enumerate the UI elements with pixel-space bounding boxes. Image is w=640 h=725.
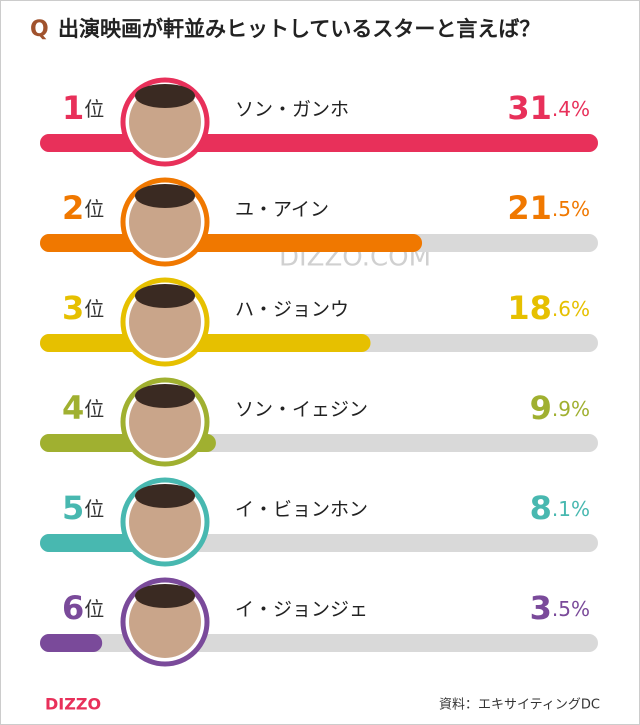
value-label: 21.5% — [507, 189, 590, 227]
name: ソン・イェジン — [235, 399, 368, 421]
photo-hair — [135, 184, 195, 208]
rank: 3位 — [62, 289, 104, 327]
logo: DIZZO — [45, 695, 101, 714]
bar — [40, 634, 103, 652]
name: ユ・アイン — [235, 199, 329, 221]
rank: 1位 — [62, 89, 104, 127]
photo-hair — [135, 484, 195, 508]
name: ソン・ガンホ — [235, 99, 349, 121]
value-label: 31.4% — [507, 89, 590, 127]
value-label: 9.9% — [530, 389, 590, 427]
photo-hair — [135, 284, 195, 308]
photo-hair — [135, 384, 195, 408]
name: ハ・ジョンウ — [235, 299, 349, 321]
rank: 4位 — [62, 389, 104, 427]
value-label: 3.5% — [530, 589, 590, 627]
bar — [40, 334, 371, 352]
rank: 5位 — [62, 489, 104, 527]
rank: 6位 — [62, 589, 104, 627]
q-mark: Q — [30, 17, 49, 42]
source: 資料：エキサイティングDC — [439, 698, 600, 713]
photo-hair — [135, 584, 195, 608]
title: 出演映画が軒並みヒットしているスターと言えば？ — [58, 17, 540, 41]
rank: 2位 — [62, 189, 104, 227]
bar — [40, 234, 423, 252]
value-label: 8.1% — [530, 489, 590, 527]
value-label: 18.6% — [507, 289, 590, 327]
photo-hair — [135, 84, 195, 108]
name: イ・ビョンホン — [235, 499, 368, 521]
name: イ・ジョンジェ — [235, 599, 368, 621]
